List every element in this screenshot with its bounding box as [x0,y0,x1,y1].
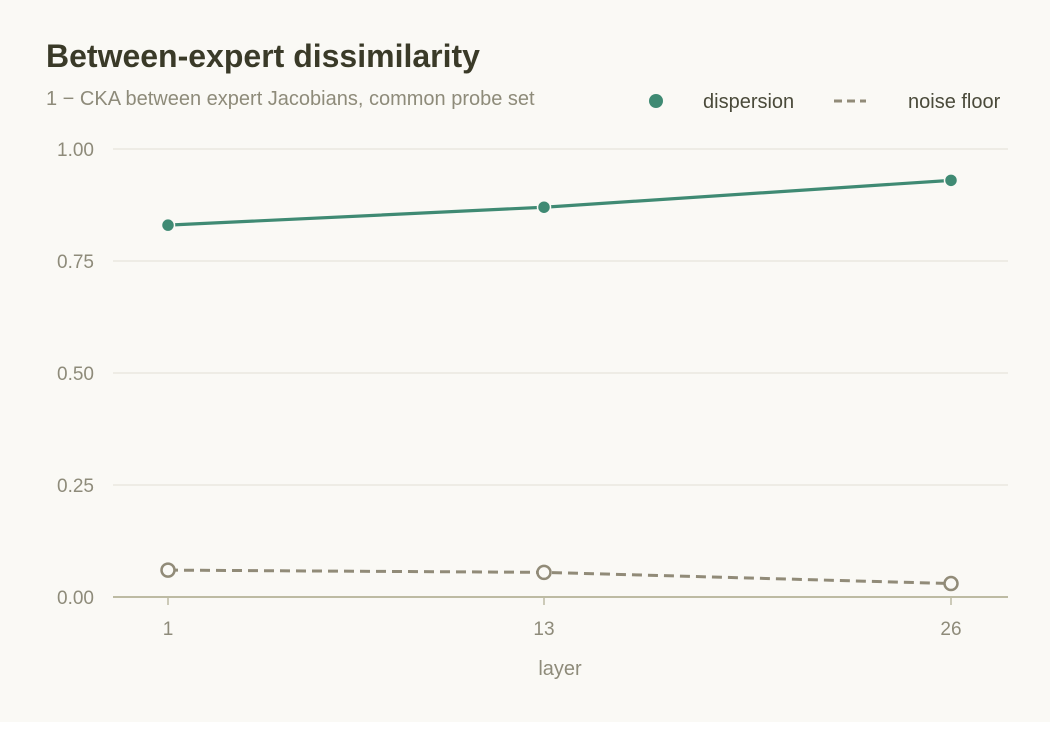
x-tick-label: 13 [533,619,554,640]
grid-lines [113,148,1008,486]
legend: dispersion noise floor [649,91,1001,113]
dispersion-point [943,173,959,188]
dispersion-line [167,178,952,227]
x-axis-label: layer [538,658,582,680]
y-tick-label: 0.50 [57,364,94,385]
noise-floor-point [160,562,176,578]
dispersion-point [536,199,552,215]
x-tick-label: 26 [940,619,961,640]
x-tick-label: 1 [163,619,174,640]
legend-noise-floor-label: noise floor [908,91,1001,113]
noise-floor-line [167,568,952,586]
chart-title: Between-expert dissimilarity [46,38,480,74]
chart-panel [0,0,1050,722]
y-tick-label: 1.00 [57,140,94,161]
series-lines [160,173,959,592]
legend-dispersion-marker [649,94,663,108]
legend-dispersion-label: dispersion [703,91,794,113]
axes: 0.00 0.25 0.50 0.75 1.00 1 13 26 [57,140,1008,640]
y-tick-label: 0.00 [57,588,94,609]
dispersion-point [160,217,176,233]
noise-floor-point [536,564,552,581]
noise-floor-point [943,575,959,592]
y-tick-label: 0.25 [57,476,94,497]
y-tick-label: 0.75 [57,252,94,273]
chart-subtitle: 1 − CKA between expert Jacobians, common… [46,88,535,110]
